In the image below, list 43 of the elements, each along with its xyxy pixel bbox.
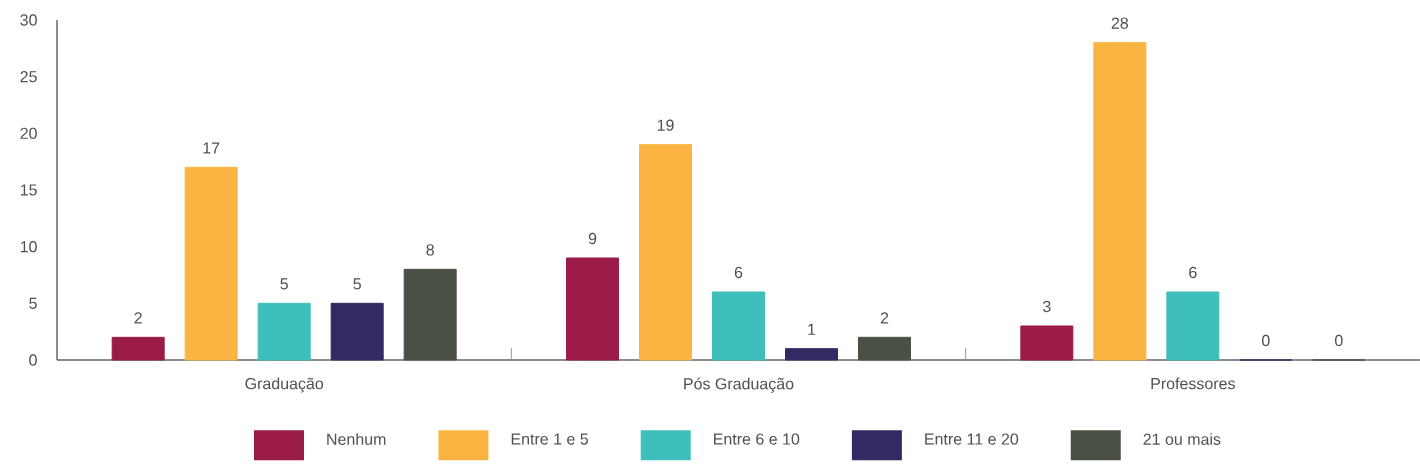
bar bbox=[1020, 325, 1074, 361]
data-label: 3 bbox=[1042, 300, 1051, 313]
bar bbox=[785, 348, 838, 361]
y-tick-label: 10 bbox=[20, 241, 37, 253]
data-label: 6 bbox=[734, 266, 743, 279]
x-tick-label: Pós Graduação bbox=[684, 377, 794, 393]
data-label: 9 bbox=[588, 232, 597, 245]
bar bbox=[712, 291, 766, 361]
bar bbox=[639, 144, 693, 361]
y-tick-label: 0 bbox=[29, 354, 37, 366]
bar bbox=[257, 302, 311, 361]
legend-label: Entre 1 e 5 bbox=[511, 433, 589, 445]
bar bbox=[1093, 42, 1147, 361]
data-label: 6 bbox=[1189, 266, 1197, 279]
x-tick-label: Graduação bbox=[245, 377, 324, 393]
legend-label: 21 ou mais bbox=[1143, 433, 1221, 445]
y-tick-label: 5 bbox=[29, 297, 37, 309]
data-label: 2 bbox=[880, 312, 889, 324]
y-tick-label: 20 bbox=[20, 127, 37, 139]
bar bbox=[403, 268, 457, 361]
data-label: 5 bbox=[353, 278, 361, 290]
data-label: 19 bbox=[657, 119, 674, 131]
y-tick-label: 25 bbox=[20, 71, 37, 83]
bar bbox=[566, 257, 620, 361]
data-label: 17 bbox=[203, 142, 220, 154]
data-label: 1 bbox=[808, 323, 816, 335]
data-label: 0 bbox=[1262, 334, 1270, 347]
data-label: 0 bbox=[1335, 334, 1343, 347]
x-tick-label: Professores bbox=[1151, 377, 1235, 390]
legend-label: Entre 11 e 20 bbox=[925, 433, 1019, 445]
bar bbox=[111, 336, 165, 361]
bar bbox=[858, 336, 911, 361]
bar bbox=[1166, 291, 1220, 361]
legend-label: Entre 6 e 10 bbox=[714, 433, 800, 445]
data-label: 2 bbox=[134, 312, 142, 324]
y-tick-label: 15 bbox=[20, 184, 37, 196]
bar bbox=[330, 302, 384, 361]
legend-label: Nenhum bbox=[327, 433, 386, 445]
data-label: 28 bbox=[1111, 17, 1129, 29]
data-label: 5 bbox=[280, 278, 288, 290]
data-label: 8 bbox=[426, 244, 434, 256]
y-tick-label: 30 bbox=[20, 14, 37, 26]
bar bbox=[184, 166, 238, 361]
